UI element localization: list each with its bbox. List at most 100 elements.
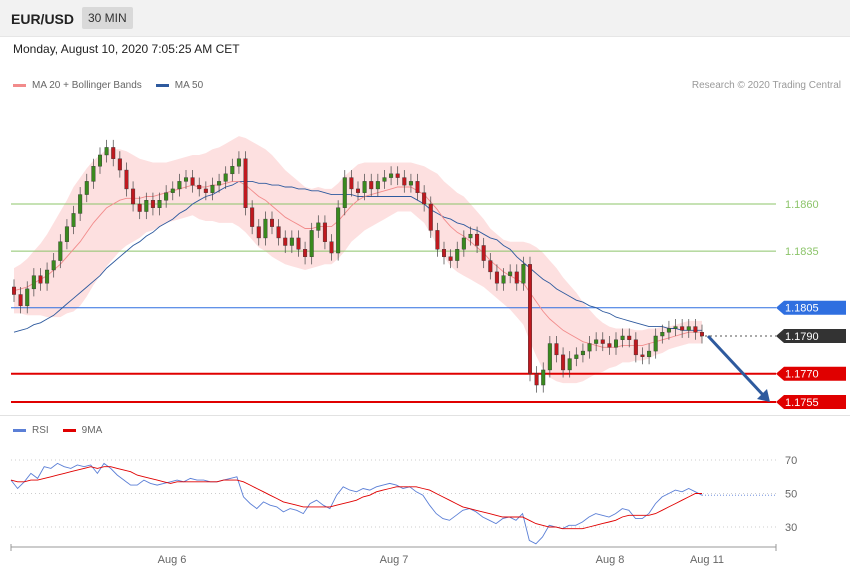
candle xyxy=(342,170,347,216)
candle xyxy=(700,324,705,344)
candle xyxy=(190,170,195,193)
legend-item-ma20: MA 20 + Bollinger Bands xyxy=(13,80,142,91)
candle xyxy=(31,268,36,297)
candle-body xyxy=(336,207,341,254)
candle-body xyxy=(521,264,526,284)
candle xyxy=(382,170,387,189)
candle-body xyxy=(680,326,685,331)
candle xyxy=(137,196,142,220)
candle xyxy=(349,170,354,197)
level-label-1.1805: 1.1805 xyxy=(785,303,819,315)
candle-body xyxy=(428,203,433,231)
candle xyxy=(150,192,155,216)
candle xyxy=(508,264,513,284)
candle xyxy=(64,219,69,250)
candle xyxy=(475,226,480,254)
rsi-legend: RSI 9MA xyxy=(13,425,116,436)
panel-divider xyxy=(0,415,850,416)
candle-body xyxy=(243,158,248,208)
candle-body xyxy=(468,233,473,239)
candle xyxy=(78,187,83,221)
candle-body xyxy=(236,158,241,167)
legend-item-ma50: MA 50 xyxy=(155,80,203,91)
legend-item-9ma: 9MA xyxy=(62,425,103,436)
candle-body xyxy=(435,230,440,250)
candle xyxy=(375,173,380,197)
x-tick-aug-11: Aug 11 xyxy=(690,554,724,566)
candle-body xyxy=(164,192,169,201)
candle-body xyxy=(322,222,327,242)
legend-swatch-ma50 xyxy=(155,84,169,87)
candle xyxy=(541,362,546,393)
candle xyxy=(680,319,685,338)
candle xyxy=(415,173,420,201)
candle xyxy=(210,177,215,201)
candle xyxy=(442,241,447,265)
candle-body xyxy=(461,237,466,250)
candle-body xyxy=(342,177,347,208)
candle xyxy=(104,139,109,163)
candle xyxy=(673,319,678,336)
candle-body xyxy=(64,226,69,242)
candle-body xyxy=(256,226,261,239)
candle-body xyxy=(395,173,400,178)
candle xyxy=(461,230,466,257)
level-label-1.1770: 1.1770 xyxy=(785,369,819,381)
candle-body xyxy=(150,200,155,208)
x-tick-aug-8: Aug 8 xyxy=(596,554,625,566)
candle-body xyxy=(448,256,453,261)
candle xyxy=(289,230,294,254)
candle-body xyxy=(283,237,288,246)
candle xyxy=(422,185,427,212)
candle-body xyxy=(554,343,559,356)
timeframe-button[interactable]: 30 MIN xyxy=(82,7,133,29)
candle xyxy=(170,181,175,201)
candle xyxy=(640,347,645,365)
candle-body xyxy=(700,332,705,337)
candle-body xyxy=(475,233,480,246)
level-label-1.1790: 1.1790 xyxy=(785,331,819,343)
candle xyxy=(336,200,341,261)
candle-body xyxy=(58,241,63,261)
candle-body xyxy=(97,154,102,167)
candle xyxy=(177,173,182,197)
candle-body xyxy=(223,173,228,182)
candle xyxy=(91,158,96,189)
candle xyxy=(627,328,632,348)
candle-body xyxy=(144,200,149,212)
candle xyxy=(389,166,394,186)
candle xyxy=(322,215,327,250)
candle-body xyxy=(289,237,294,246)
rsi-line xyxy=(10,462,703,545)
candle-body xyxy=(600,339,605,344)
candle xyxy=(395,166,400,186)
candle xyxy=(97,147,102,174)
candle xyxy=(620,328,625,348)
candle-body xyxy=(137,203,142,212)
candle-body xyxy=(157,200,162,208)
rsi-tick-50: 50 xyxy=(785,489,797,501)
candle xyxy=(356,181,361,201)
candle-body xyxy=(574,354,579,359)
candle xyxy=(488,253,493,280)
candle-body xyxy=(614,339,619,348)
candle xyxy=(283,230,288,254)
candle xyxy=(111,139,116,167)
candle-body xyxy=(25,288,30,307)
candle xyxy=(316,215,321,238)
candle-body xyxy=(203,188,208,193)
candle xyxy=(217,173,222,193)
candle xyxy=(144,192,149,220)
candle xyxy=(501,268,506,291)
candle xyxy=(276,219,281,246)
candle-body xyxy=(587,343,592,352)
candle-body xyxy=(117,158,122,171)
candle-body xyxy=(51,260,56,271)
candle-body xyxy=(11,286,16,295)
legend-label-rsi: RSI xyxy=(32,425,49,436)
candle xyxy=(51,253,56,278)
candle-body xyxy=(653,335,658,352)
legend-label-9ma: 9MA xyxy=(81,425,103,436)
candle xyxy=(223,166,228,189)
candle-body xyxy=(31,275,36,290)
